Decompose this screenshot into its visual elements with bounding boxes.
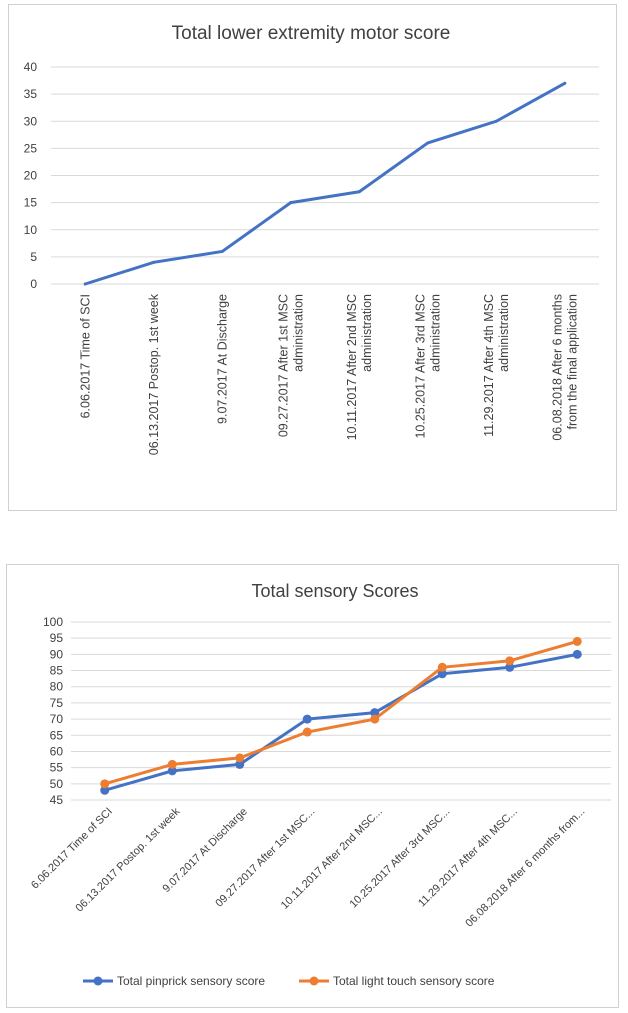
y-tick-label: 5 bbox=[30, 250, 37, 264]
data-point bbox=[572, 636, 582, 646]
data-point bbox=[167, 759, 177, 769]
x-tick-label: 06.08.2018 After 6 months from the final … bbox=[550, 294, 579, 441]
data-point bbox=[220, 249, 224, 253]
y-tick-label: 90 bbox=[50, 647, 64, 661]
y-tick-label: 10 bbox=[24, 223, 38, 237]
y-tick-label: 85 bbox=[50, 664, 64, 678]
x-tick-label: 06.08.2018 After 6 months from... bbox=[463, 806, 587, 930]
y-tick-label: 45 bbox=[50, 793, 64, 807]
data-point bbox=[370, 714, 380, 724]
data-point bbox=[437, 669, 447, 679]
x-tick-label-line: 11.29.2017 After 4th MSC bbox=[482, 294, 496, 437]
motor-score-chart-panel: Total lower extremity motor score 0 5 10 15 2… bbox=[8, 4, 617, 511]
data-point bbox=[100, 785, 110, 795]
x-tick-label-line: administration bbox=[497, 294, 511, 372]
x-tick-label-line: 06.08.2018 After 6 months bbox=[550, 294, 564, 441]
x-tick-label-line: administration bbox=[360, 294, 374, 372]
data-point bbox=[505, 656, 515, 666]
data-point bbox=[494, 119, 498, 123]
series-line-1 bbox=[104, 652, 578, 792]
y-tick-label: 80 bbox=[50, 680, 64, 694]
y-tick-label: 20 bbox=[24, 169, 38, 183]
y-tick-label: 55 bbox=[50, 761, 64, 775]
x-tick-label: 10.11.2017 After 2nd MSC administration bbox=[345, 294, 374, 440]
data-point bbox=[235, 759, 245, 769]
y-tick-label: 70 bbox=[50, 712, 64, 726]
series-line-2 bbox=[104, 639, 578, 786]
y-tick-label: 30 bbox=[24, 114, 38, 128]
chart-title: Total lower extremity motor score bbox=[172, 23, 451, 44]
data-point bbox=[357, 190, 361, 194]
y-tick-label: 65 bbox=[50, 728, 64, 742]
x-tick-label-line: 09.27.2017 After 1st MSC bbox=[276, 294, 290, 437]
data-point bbox=[83, 282, 87, 286]
data-point bbox=[302, 714, 312, 724]
data-point bbox=[235, 753, 245, 763]
legend-marker bbox=[309, 976, 319, 986]
series-line bbox=[83, 81, 567, 286]
x-tick-label: 6.06.2017 Time of SCI bbox=[78, 294, 92, 418]
data-point bbox=[167, 766, 177, 776]
data-point bbox=[563, 81, 567, 85]
y-tick-label: 95 bbox=[50, 631, 64, 645]
x-tick-label-line: administration bbox=[428, 294, 442, 372]
x-tick-label-line: administration bbox=[291, 294, 305, 372]
x-tick-label: 10.25.2017 After 3rd MSC administration bbox=[413, 294, 442, 439]
legend-label: Total pinprick sensory score bbox=[117, 974, 265, 988]
legend-label: Total light touch sensory score bbox=[333, 974, 495, 988]
y-tick-label: 25 bbox=[24, 141, 38, 155]
x-tick-label: 06.13.2017 Postop. 1st week bbox=[147, 293, 161, 455]
x-tick-label: 11.29.2017 After 4th MSC administration bbox=[482, 294, 511, 437]
y-tick-label: 35 bbox=[24, 87, 38, 101]
data-point bbox=[505, 662, 515, 672]
y-tick-label: 75 bbox=[50, 696, 64, 710]
data-point bbox=[152, 260, 156, 264]
motor-score-chart: Total lower extremity motor score 0 5 10 15 2… bbox=[24, 23, 599, 455]
x-tick-label: 9.07.2017 At Discharge bbox=[215, 294, 229, 424]
y-tick-label: 0 bbox=[30, 277, 37, 291]
data-point bbox=[426, 141, 430, 145]
x-tick-label-line: from the final application bbox=[565, 294, 579, 430]
data-point bbox=[100, 779, 110, 789]
data-point bbox=[437, 662, 447, 672]
chart-title: Total sensory Scores bbox=[251, 581, 418, 601]
data-point bbox=[572, 649, 582, 659]
y-tick-label: 60 bbox=[50, 744, 64, 758]
y-tick-label: 15 bbox=[24, 196, 38, 210]
x-tick-label: 09.27.2017 After 1st MSC administration bbox=[276, 294, 305, 437]
data-point bbox=[289, 201, 293, 205]
x-tick-label-line: 6.06.2017 Time of SCI bbox=[78, 294, 92, 418]
legend-marker bbox=[93, 976, 103, 986]
sensory-score-chart-panel: Total sensory Scores 45 50 55 60 65 70 75 80 85 90… bbox=[6, 564, 619, 1008]
x-tick-label-line: 06.13.2017 Postop. 1st week bbox=[147, 293, 161, 455]
y-tick-label: 40 bbox=[24, 60, 38, 74]
x-tick-label-line: 9.07.2017 At Discharge bbox=[215, 294, 229, 424]
sensory-score-chart: Total sensory Scores 45 50 55 60 65 70 75 80 85 90… bbox=[29, 581, 611, 988]
y-tick-label: 100 bbox=[43, 615, 63, 629]
x-tick-label-line: 10.11.2017 After 2nd MSC bbox=[345, 294, 359, 440]
y-tick-label: 50 bbox=[50, 777, 64, 791]
data-point bbox=[370, 708, 380, 718]
x-tick-label-line: 10.25.2017 After 3rd MSC bbox=[413, 294, 427, 439]
data-point bbox=[302, 727, 312, 737]
